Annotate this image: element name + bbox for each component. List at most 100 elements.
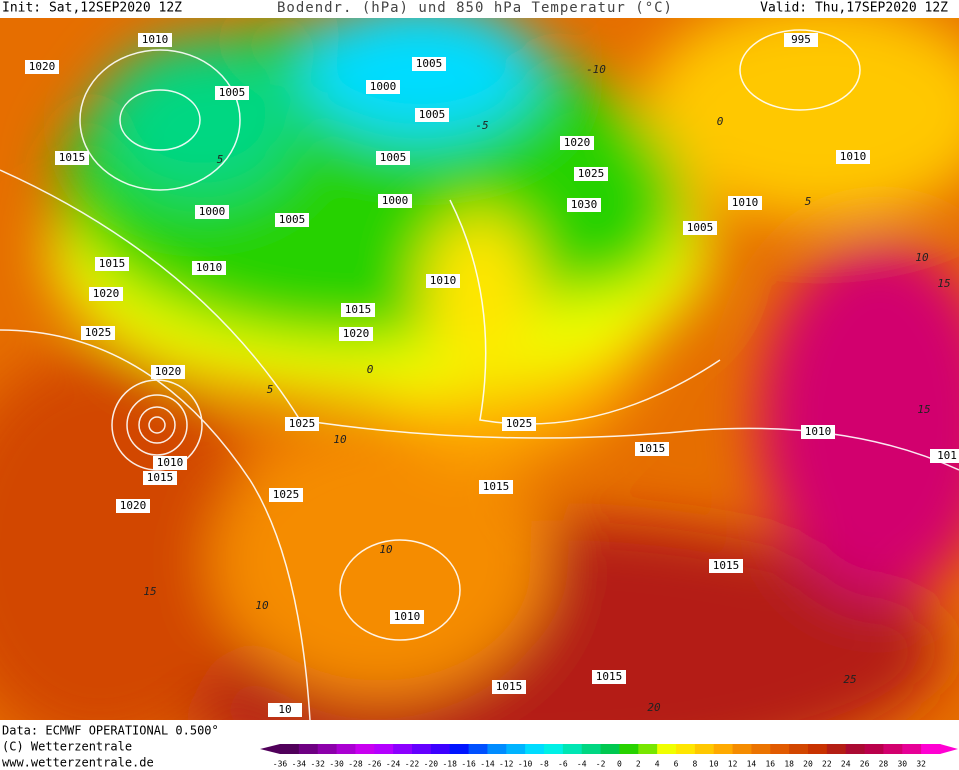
isobar-label-box: [574, 167, 608, 181]
colorbar-swatch: [374, 744, 394, 754]
isobar-label: 10: [278, 703, 291, 716]
colorbar-swatch: [808, 744, 828, 754]
isobar-label-box: [560, 136, 594, 150]
isobar-label: 1005: [279, 213, 306, 226]
colorbar-swatch: [845, 744, 866, 754]
isobar-label: 1025: [289, 417, 316, 430]
isobar-label-box: [635, 442, 669, 456]
colorbar-swatch: [638, 744, 658, 754]
isobar-label: 1010: [394, 610, 421, 623]
colorbar-swatch: [581, 744, 602, 754]
colorbar-arrow-right: [940, 744, 958, 754]
colorbar-swatch: [506, 744, 526, 754]
isotherm-label: 20: [647, 701, 661, 714]
colorbar-tick-label: 28: [879, 760, 889, 769]
colorbar-tick-label: 14: [747, 760, 757, 769]
isobar-label: 1020: [93, 287, 120, 300]
isobar-label: 1005: [419, 108, 446, 121]
isobar-label: 1015: [99, 257, 126, 270]
colorbar-tick-label: -8: [539, 760, 549, 769]
colorbar-swatch: [525, 744, 545, 754]
isobar-label: 1005: [687, 221, 714, 234]
isobar-label-box: [412, 57, 446, 71]
isobar-label: 1010: [732, 196, 759, 209]
isobar-label: 1000: [370, 80, 397, 93]
isobar-label: 995: [791, 33, 811, 46]
isobar-label-box: [683, 221, 717, 235]
isotherm-label: 10: [379, 543, 393, 556]
isobar-label-box: [81, 326, 115, 340]
colorbar-tick-label: 22: [822, 760, 832, 769]
isobar-label-box: [138, 33, 172, 47]
colorbar-tick-label: -24: [386, 760, 401, 769]
colorbar-swatch: [619, 744, 639, 754]
isobar-label: 1005: [219, 86, 246, 99]
colorbar-swatch: [468, 744, 488, 754]
isobar-label: 1015: [713, 559, 740, 572]
colorbar-swatch: [412, 744, 432, 754]
colorbar-swatch: [600, 744, 620, 754]
colorbar-tick-label: 4: [655, 760, 660, 769]
colorbar-swatch: [430, 744, 451, 754]
isotherm-label: 15: [917, 403, 930, 416]
isobar-label: 1010: [157, 456, 184, 469]
isotherm-label: 10: [915, 251, 929, 264]
map-title: Bodendr. (hPa) und 850 hPa Temperatur (°…: [277, 0, 673, 16]
isobar-label-box: [592, 670, 626, 684]
isobar-label: 1025: [506, 417, 533, 430]
isobar-label: 1010: [840, 150, 867, 163]
map-labels: 1010102010051015100010051010101510201025…: [25, 33, 959, 717]
isobar-label: 1015: [483, 480, 510, 493]
isobar-label-box: [269, 488, 303, 502]
colorbar-swatch: [770, 744, 790, 754]
colorbar-tick-label: -16: [461, 760, 476, 769]
colorbar-swatch: [713, 744, 734, 754]
isobar-label-box: [709, 559, 743, 573]
isobar-label-box: [930, 449, 959, 463]
isobar-label: 1025: [273, 488, 300, 501]
colorbar-swatch: [902, 744, 922, 754]
isobar-label: 1020: [564, 136, 591, 149]
colorbar-tick-label: -30: [329, 760, 344, 769]
isobar-label-box: [268, 703, 302, 717]
isobar-label-box: [728, 196, 762, 210]
colorbar-tick-label: 12: [728, 760, 738, 769]
colorbar-swatch: [562, 744, 583, 754]
isobar-label: 1010: [805, 425, 832, 438]
colorbar-tick-label: -12: [499, 760, 514, 769]
isobar-label-box: [151, 365, 185, 379]
colorbar-tick-label: 20: [803, 760, 813, 769]
colorbar-swatch: [298, 744, 319, 754]
colorbar-tick-label: 0: [617, 760, 622, 769]
isobar-label-box: [426, 274, 460, 288]
isotherm-label: 5: [267, 383, 274, 396]
isobar-label-box: [376, 151, 410, 165]
isobar-label-box: [275, 213, 309, 227]
isotherm-label: 0: [367, 363, 374, 376]
colorbar-swatch: [544, 744, 564, 754]
colorbar-swatch: [336, 744, 356, 754]
isobar-label-box: [801, 425, 835, 439]
init-time: Init: Sat,12SEP2020 12Z: [2, 1, 182, 16]
colorbar-swatch: [487, 744, 507, 754]
isobar-label-box: [502, 417, 536, 431]
colorbar-tick-label: -34: [292, 760, 307, 769]
colorbar-tick-label: -28: [348, 760, 363, 769]
isobar-label: 1015: [147, 471, 174, 484]
colorbar-swatch: [449, 744, 470, 754]
colorbar-tick-label: 26: [860, 760, 870, 769]
isotherm-label: 25: [843, 673, 856, 686]
data-source: Data: ECMWF OPERATIONAL 0.500°: [2, 724, 219, 738]
isobar-label-box: [95, 257, 129, 271]
colorbar-swatch: [355, 744, 375, 754]
colorbar-tick-label: 24: [841, 760, 851, 769]
colorbar-tick-label: -22: [405, 760, 420, 769]
colorbar-arrow-left: [260, 744, 280, 754]
isotherm-label: 15: [937, 277, 950, 290]
isotherm-label: 0: [717, 115, 724, 128]
colorbar: -36 -34 -32 -30 -28 -26 -24 -22 -20 -18 -16 -14 -12-…: [260, 744, 958, 769]
colorbar-swatch: [393, 744, 413, 754]
isobar-label: 1015: [496, 680, 523, 693]
colorbar-swatch: [826, 744, 847, 754]
colorbar-tick-label: -36: [273, 760, 288, 769]
